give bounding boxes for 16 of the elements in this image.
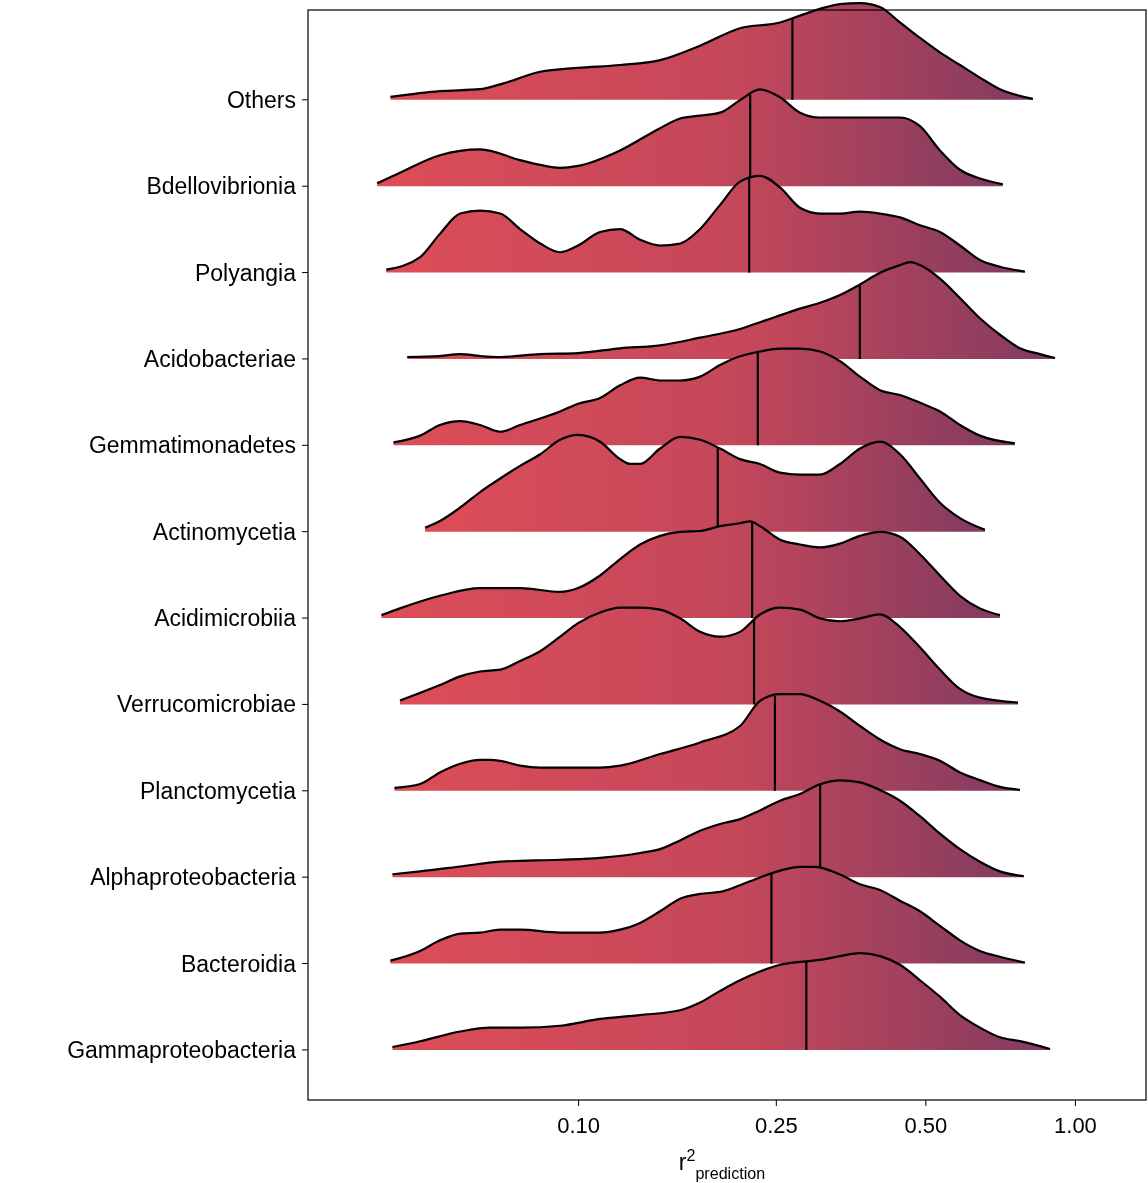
y-axis-title: Gammaproteobacteria xyxy=(67,1036,297,1063)
y-axis-title: Polyangia xyxy=(194,259,297,286)
y-axis-title: Acidobacteriae xyxy=(143,345,296,372)
y-axis-title: Others xyxy=(226,86,296,113)
x-tick-label: 0.50 xyxy=(904,1113,948,1139)
y-axis-title: Planctomycetia xyxy=(140,777,297,804)
y-axis-title: Alphaproteobacteria xyxy=(90,864,297,891)
y-axis-title: Actinomycetia xyxy=(152,518,297,545)
x-tick-label: 0.10 xyxy=(557,1113,601,1139)
x-tick-label: 1.00 xyxy=(1054,1113,1097,1139)
y-axis-title: Verrucomicrobiae xyxy=(117,691,296,718)
y-axis-title: Bacteroidia xyxy=(180,950,297,977)
y-axis-title: Acidimicrobiia xyxy=(154,605,297,632)
y-axis-title: Gemmatimonadetes xyxy=(88,432,296,459)
x-tick-label: 0.25 xyxy=(754,1113,798,1139)
y-axis-title: Bdellovibrionia xyxy=(146,173,297,200)
